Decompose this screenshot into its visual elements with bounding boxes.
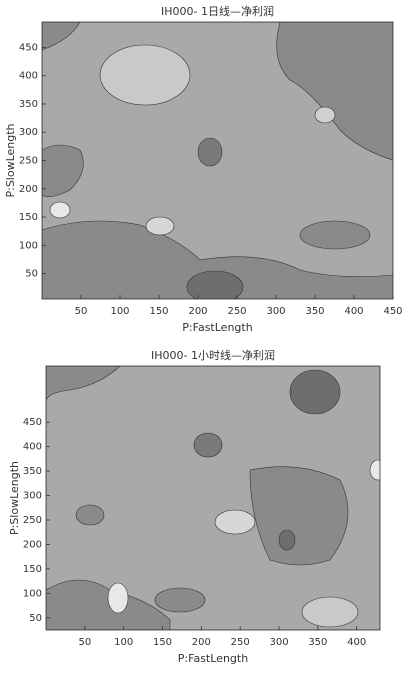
x-tick-label: 150	[149, 306, 168, 317]
y-tick-label: 400	[19, 71, 38, 82]
x-tick-label: 100	[114, 637, 133, 648]
chart-title: IH000- 1日线—净利润	[161, 4, 274, 18]
y-tick-label: 350	[19, 99, 38, 110]
contour-fill	[46, 366, 380, 630]
y-tick-label: 400	[23, 442, 42, 453]
contour-fill	[42, 22, 393, 299]
y-tick-label: 300	[23, 491, 42, 502]
plot-frame	[45, 365, 381, 631]
y-tick-label: 50	[25, 269, 38, 280]
x-tick-label: 250	[227, 306, 246, 317]
x-tick-label: 200	[188, 306, 207, 317]
y-tick-label: 300	[19, 127, 38, 138]
x-tick-label: 200	[192, 637, 211, 648]
y-axis-label: P:SlowLength	[4, 123, 17, 197]
x-tick-label: 50	[78, 637, 91, 648]
x-tick-label: 100	[110, 306, 129, 317]
x-tick-label: 250	[231, 637, 250, 648]
x-tick-label: 400	[344, 306, 363, 317]
y-tick-label: 200	[23, 539, 42, 550]
y-tick-label: 350	[23, 466, 42, 477]
x-tick-label: 350	[305, 306, 324, 317]
y-tick-label: 450	[23, 417, 42, 428]
x-tick-label: 400	[347, 637, 366, 648]
y-tick-label: 250	[19, 156, 38, 167]
y-tick-label: 250	[23, 515, 42, 526]
x-axis-label: P:FastLength	[182, 321, 252, 334]
y-tick-label: 100	[19, 240, 38, 251]
x-tick-label: 300	[266, 306, 285, 317]
y-tick-label: 150	[23, 564, 42, 575]
x-tick-label: 300	[269, 637, 288, 648]
y-tick-label: 450	[19, 42, 38, 53]
y-tick-label: 200	[19, 184, 38, 195]
y-tick-label: 50	[29, 613, 42, 624]
chart-title: IH000- 1小时线—净利润	[151, 348, 275, 362]
x-tick-label: 150	[153, 637, 172, 648]
x-tick-label: 50	[75, 306, 88, 317]
y-tick-label: 100	[23, 588, 42, 599]
x-tick-label: 350	[308, 637, 327, 648]
x-tick-label: 450	[383, 306, 402, 317]
y-tick-label: 150	[19, 212, 38, 223]
y-axis-label: P:SlowLength	[8, 461, 21, 535]
x-axis-label: P:FastLength	[178, 652, 248, 665]
